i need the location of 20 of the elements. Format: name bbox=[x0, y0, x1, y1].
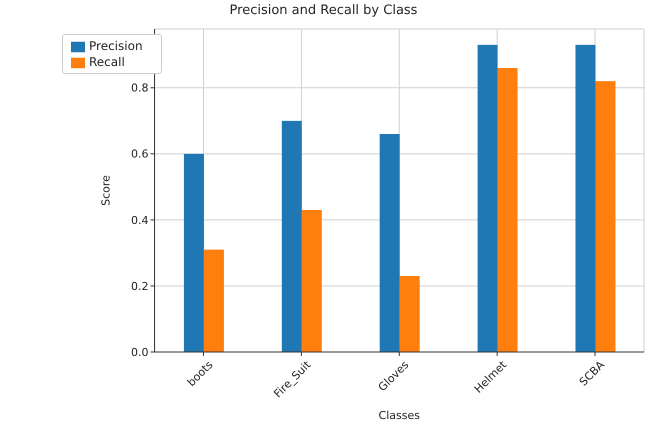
y-tick-label: 0.2 bbox=[131, 280, 149, 293]
bar bbox=[204, 250, 224, 352]
bar bbox=[302, 210, 322, 352]
bar bbox=[575, 44, 596, 352]
y-tick-label: 0.0 bbox=[131, 346, 149, 359]
bar bbox=[478, 44, 498, 352]
bar bbox=[184, 154, 204, 352]
y-axis-title: Score bbox=[99, 174, 112, 206]
legend-label: Precision bbox=[89, 39, 143, 53]
bar bbox=[595, 81, 616, 352]
y-tick-label: 0.4 bbox=[131, 214, 149, 227]
bar bbox=[400, 276, 420, 352]
x-axis-title: Classes bbox=[378, 409, 420, 422]
y-tick-label: 0.8 bbox=[131, 82, 149, 95]
chart-title: Precision and Recall by Class bbox=[228, 3, 418, 18]
y-tick-label: 0.6 bbox=[131, 148, 149, 161]
legend-label: Recall bbox=[89, 55, 125, 69]
bar bbox=[498, 68, 518, 352]
bar bbox=[380, 134, 400, 352]
bar bbox=[282, 120, 302, 352]
